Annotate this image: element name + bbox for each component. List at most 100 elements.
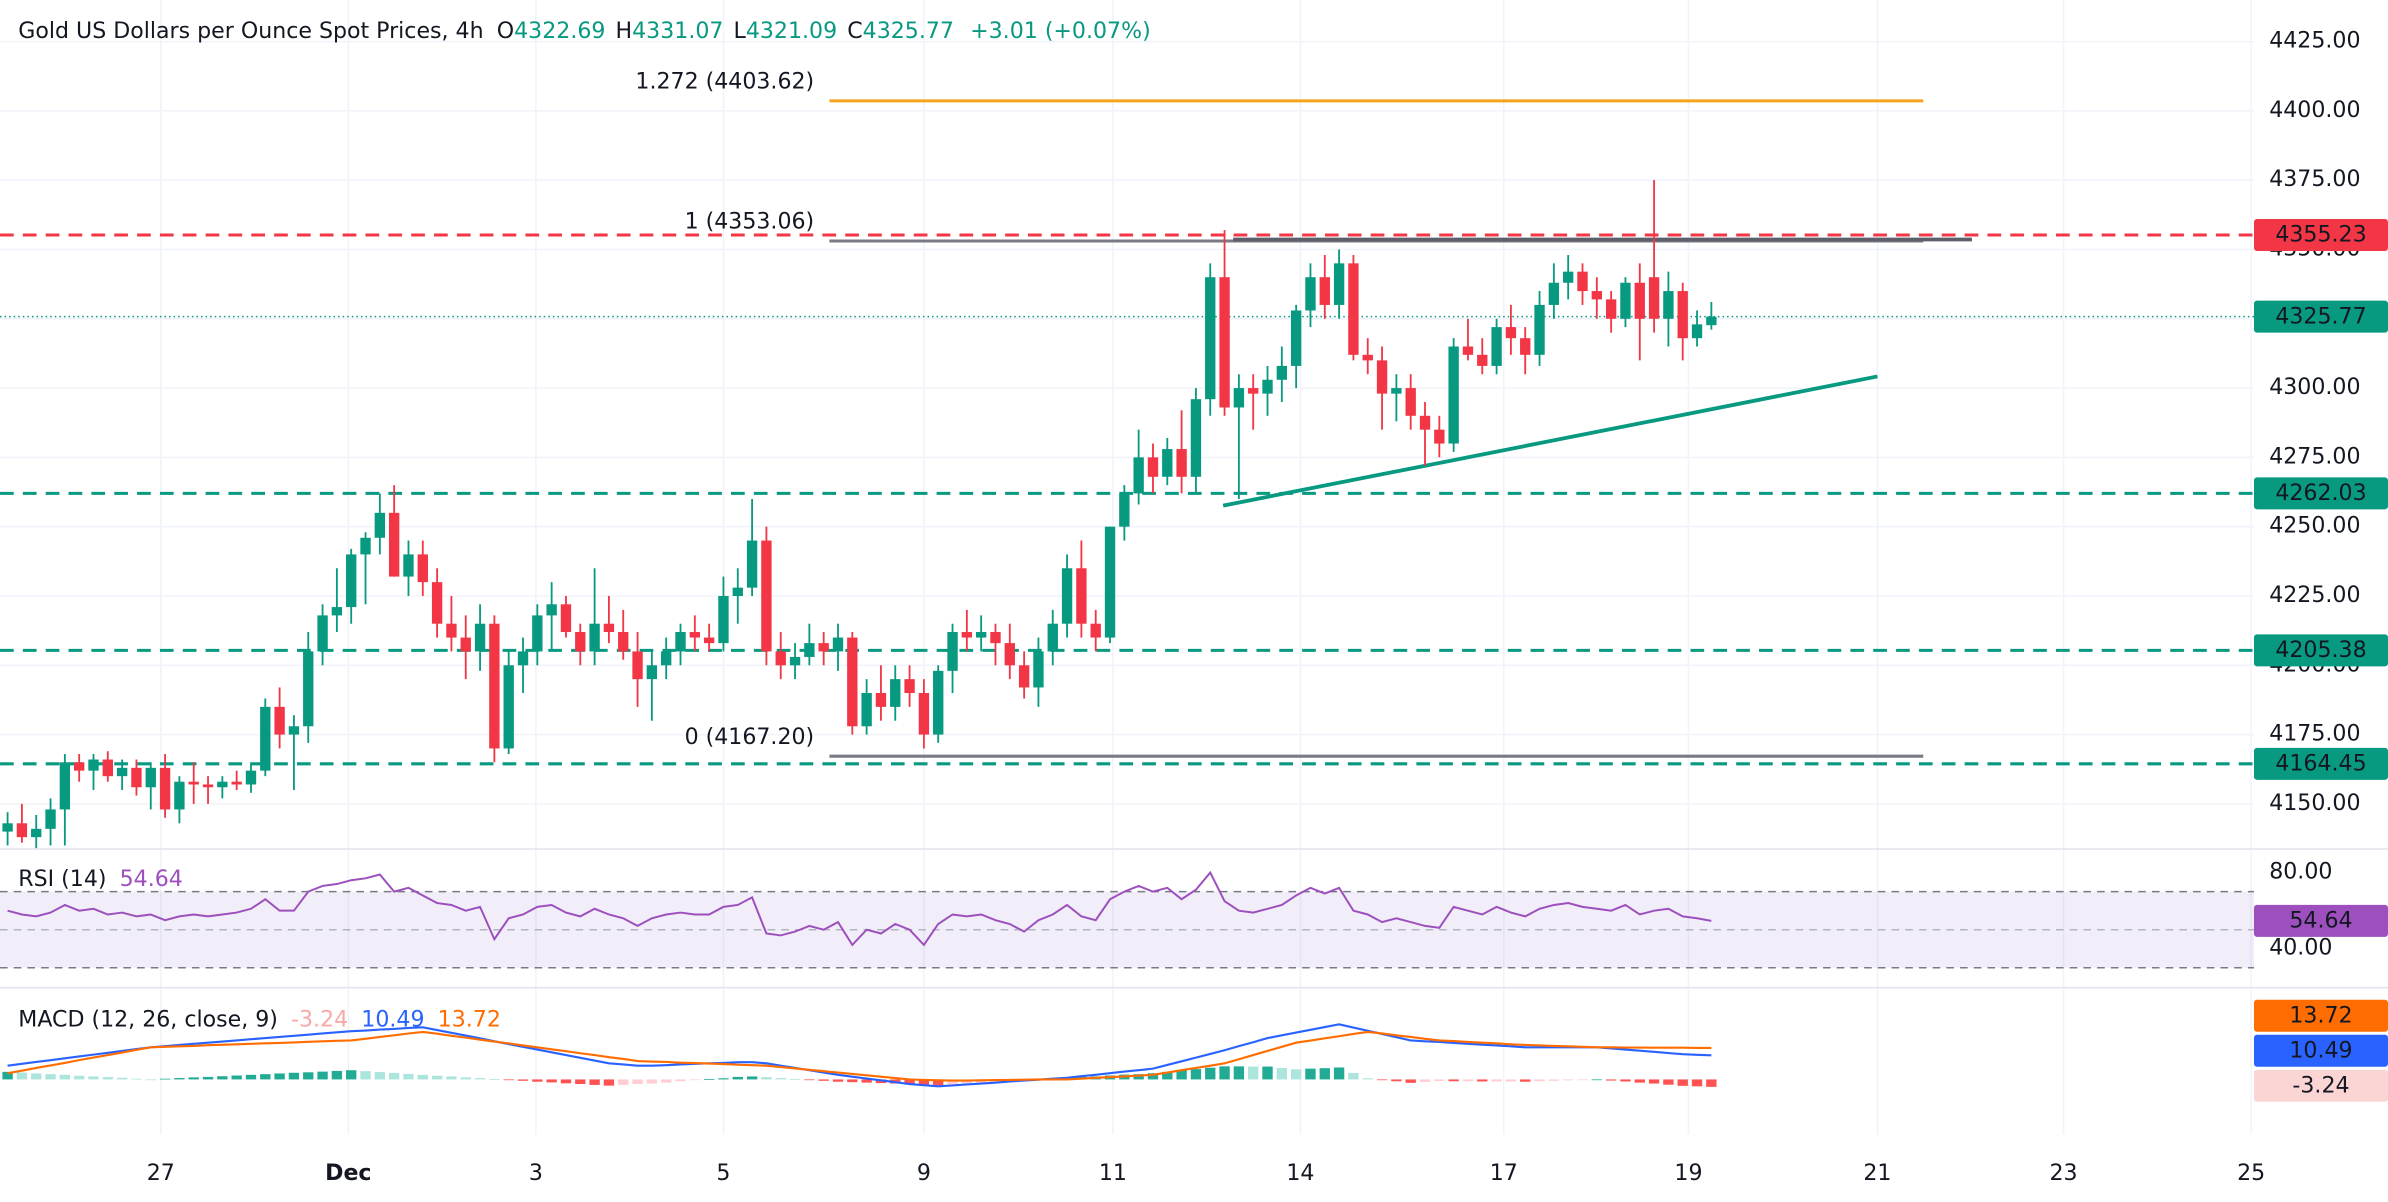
ohlc-value: 4321.09 (746, 19, 837, 44)
macd-histogram (2, 1071, 13, 1080)
candle-body (174, 781, 185, 810)
macd-histogram (1391, 1079, 1402, 1082)
macd-histogram (1205, 1067, 1216, 1080)
macd-histogram (159, 1078, 171, 1080)
candle-body (1305, 277, 1316, 311)
macd-histogram (1319, 1068, 1330, 1080)
signal-line (7, 1030, 1712, 1082)
candle-body (975, 632, 987, 638)
macd-histogram (1305, 1068, 1316, 1080)
macd-histogram (1677, 1079, 1688, 1086)
macd-hist-tag-bg (2253, 1069, 2388, 1102)
candle-body (1706, 316, 1717, 326)
candle-body (1591, 291, 1602, 300)
candle-body (1391, 388, 1402, 394)
macd-histogram (1491, 1079, 1502, 1082)
macd-histogram (346, 1070, 357, 1080)
macd-histogram (832, 1079, 844, 1082)
candle-body (746, 540, 758, 588)
candle-body (1491, 327, 1502, 366)
ohlc-value: 4331.07 (632, 19, 723, 44)
macd-histogram (417, 1074, 428, 1080)
x-tick-label: 9 (917, 1161, 931, 1186)
macd-histogram (288, 1072, 300, 1080)
macd-line (7, 1023, 1712, 1088)
candle-body (847, 637, 858, 727)
signal-value: 13.72 (438, 1007, 501, 1032)
x-tick-label: 21 (1863, 1161, 1891, 1186)
macd-histogram (1248, 1066, 1259, 1080)
macd-histogram (661, 1079, 672, 1083)
macd-histogram (1634, 1079, 1645, 1083)
x-tick-label: 17 (1490, 1161, 1518, 1186)
change: +3.01 (+0.07%) (970, 19, 1151, 44)
candle-body (73, 762, 85, 771)
rsi-value: 54.64 (120, 867, 183, 892)
macd-histogram (1505, 1079, 1517, 1082)
macd-histogram (918, 1079, 930, 1085)
macd-histogram (188, 1077, 199, 1080)
candle-body (231, 781, 242, 785)
fib-label: 1.272 (4403.62) (635, 70, 814, 95)
macd-histogram (532, 1079, 543, 1082)
candle-body (417, 554, 428, 583)
candle-body (274, 706, 285, 735)
macd-histogram (1577, 1079, 1588, 1081)
trendline (1222, 374, 1878, 508)
macd-histogram (1219, 1066, 1230, 1080)
macd-histogram (174, 1078, 185, 1080)
macd-histogram (1448, 1079, 1459, 1082)
candle-body (1691, 324, 1703, 339)
ohlc-label: L (734, 19, 747, 44)
ohlc-value: 4322.69 (514, 19, 605, 44)
candle-body (890, 679, 901, 707)
candle-body (589, 623, 600, 652)
y-tick-label: 4225.00 (2269, 583, 2360, 608)
ohlc-label: C (847, 19, 862, 44)
macd-histogram (575, 1079, 586, 1085)
candle-body (288, 726, 300, 735)
candle-body (88, 759, 99, 771)
macd-histogram (546, 1079, 557, 1083)
rsi-tag: 54.64 (2289, 909, 2352, 934)
macd-histogram (1333, 1067, 1345, 1080)
symbol-title: Gold US Dollars per Ounce Spot Prices, 4… (18, 19, 483, 44)
macd-histogram (1663, 1079, 1674, 1085)
macd-histogram (618, 1079, 629, 1085)
candle-body (1119, 493, 1130, 527)
x-tick-label: 11 (1099, 1161, 1127, 1186)
y-tick-label: 4375.00 (2269, 167, 2360, 192)
candle-body (1520, 338, 1531, 355)
macd-histogram (1162, 1071, 1173, 1080)
candle-body (818, 643, 829, 652)
candle-body (532, 615, 543, 652)
macd-histogram (703, 1079, 715, 1080)
candle-body (331, 607, 343, 616)
signal-tag: 13.72 (2289, 1004, 2352, 1029)
candle-body (804, 643, 815, 657)
macd-histogram (1691, 1079, 1703, 1087)
macd-histogram (1605, 1079, 1617, 1081)
candle-body (1419, 415, 1431, 430)
candle-body (102, 759, 113, 777)
macd-histogram (1376, 1079, 1388, 1081)
candle-body (1376, 360, 1388, 394)
candle-body (474, 623, 486, 652)
candle-body (1018, 665, 1030, 688)
candle-body (918, 693, 930, 735)
macd-histogram (789, 1078, 801, 1080)
macd-value: 10.49 (361, 1007, 424, 1032)
macd-histogram (145, 1079, 156, 1081)
candle-body (1563, 271, 1574, 283)
x-tick-label: 27 (147, 1161, 175, 1186)
macd-histogram (1591, 1079, 1602, 1081)
macd-histogram (1462, 1079, 1474, 1082)
level-tag-bg (2253, 747, 2388, 780)
candle-body (1090, 623, 1101, 638)
rsi-tag-bg (2253, 904, 2388, 937)
macd-histogram (732, 1076, 743, 1080)
macd-histogram (904, 1079, 915, 1085)
candle-body (2, 823, 13, 832)
